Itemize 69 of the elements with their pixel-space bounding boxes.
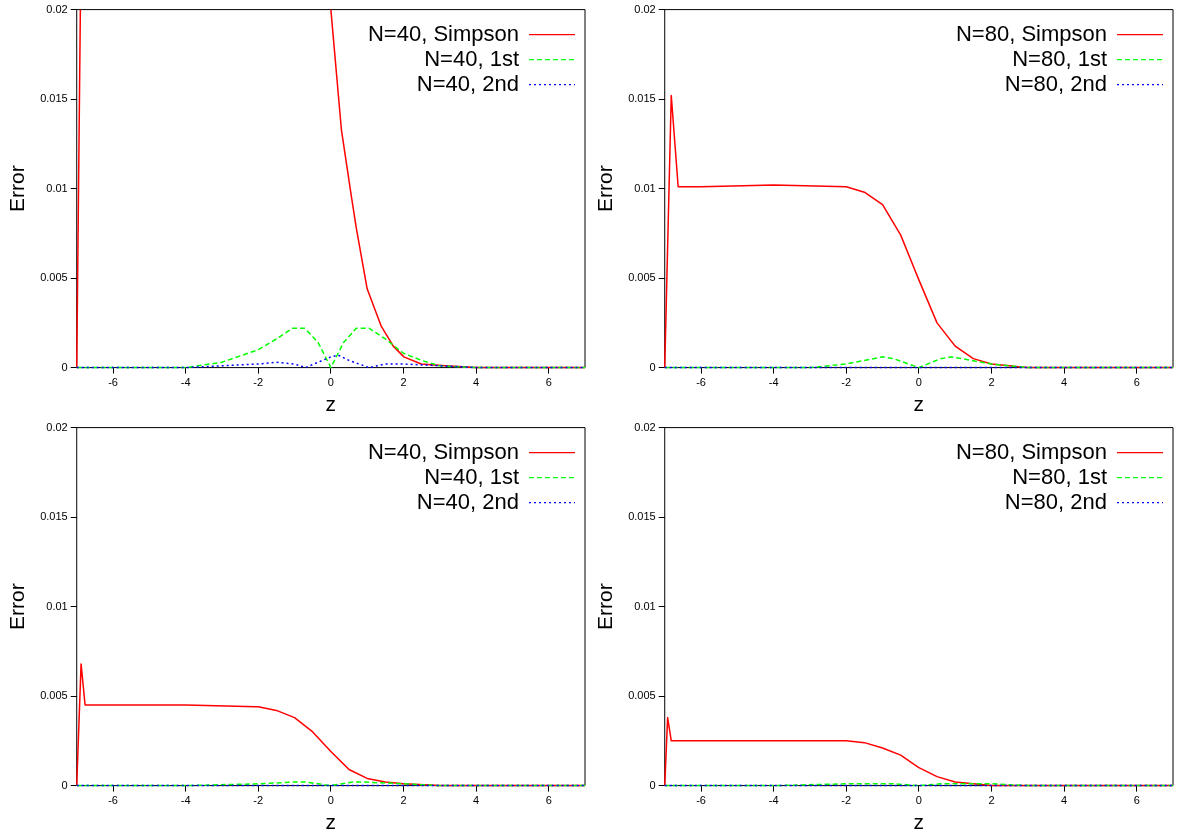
- y-tick-label: 0.015: [628, 510, 656, 523]
- y-tick-label: 0.015: [40, 510, 68, 523]
- x-tick-label: 0: [915, 794, 922, 807]
- y-axis-title: Error: [593, 583, 617, 630]
- y-tick-label: 0.015: [40, 92, 68, 105]
- y-tick-label: 0.015: [628, 92, 656, 105]
- y-tick-label: 0.005: [628, 689, 656, 702]
- x-tick-label: -2: [253, 794, 264, 807]
- y-tick-label: 0.005: [40, 271, 68, 284]
- x-tick-label: 4: [1061, 376, 1068, 389]
- y-tick-label: 0.01: [46, 599, 68, 612]
- x-tick-label: 2: [400, 376, 407, 389]
- x-tick-label: 6: [1133, 794, 1140, 807]
- x-tick-label: 0: [327, 376, 334, 389]
- y-tick-label: 0.005: [40, 689, 68, 702]
- x-axis-title: z: [913, 392, 925, 416]
- legend-label: N=40, Simpson: [367, 438, 519, 464]
- x-tick-label: -4: [768, 376, 779, 389]
- x-tick-label: 2: [400, 794, 407, 807]
- legend-label: N=80, 1st: [1012, 45, 1107, 71]
- legend-label: N=80, Simpson: [955, 20, 1107, 46]
- legend-label: N=40, 1st: [424, 463, 519, 489]
- x-tick-label: 6: [545, 376, 552, 389]
- x-tick-label: -6: [696, 376, 706, 389]
- x-tick-label: -2: [253, 376, 264, 389]
- legend-label: N=40, 1st: [424, 45, 519, 71]
- legend-label: N=80, 2nd: [1004, 70, 1107, 96]
- x-tick-label: -6: [108, 376, 118, 389]
- x-tick-label: -2: [841, 376, 852, 389]
- x-tick-label: 4: [473, 794, 480, 807]
- y-axis-title: Error: [593, 165, 617, 212]
- line-series: [75, 354, 586, 369]
- y-axis-title: Error: [5, 165, 29, 212]
- y-tick-label: 0.02: [634, 420, 656, 433]
- y-tick-label: 0.01: [634, 181, 656, 194]
- x-tick-label: -4: [768, 794, 779, 807]
- legend-label: N=80, 2nd: [1004, 488, 1107, 514]
- y-tick-label: 0.02: [634, 2, 656, 15]
- y-axis-title: Error: [5, 583, 29, 630]
- x-tick-label: 6: [1133, 376, 1140, 389]
- x-tick-label: 0: [915, 376, 922, 389]
- x-tick-label: 4: [1061, 794, 1068, 807]
- x-axis-title: z: [325, 392, 337, 416]
- x-tick-label: 6: [545, 794, 552, 807]
- x-tick-label: 4: [473, 376, 480, 389]
- x-tick-label: 2: [988, 376, 995, 389]
- y-tick-label: 0.01: [634, 599, 656, 612]
- legend-label: N=40, 2nd: [416, 70, 519, 96]
- x-tick-label: -2: [841, 794, 852, 807]
- x-tick-label: 0: [327, 794, 334, 807]
- y-tick-label: 0.01: [46, 181, 68, 194]
- legend-label: N=80, 1st: [1012, 463, 1107, 489]
- y-tick-label: 0: [61, 360, 68, 373]
- legend-label: N=80, Simpson: [955, 438, 1107, 464]
- x-tick-label: -4: [180, 376, 191, 389]
- legend-label: N=40, Simpson: [367, 20, 519, 46]
- y-tick-label: 0: [649, 778, 656, 791]
- x-tick-label: 2: [988, 794, 995, 807]
- x-axis-title: z: [325, 810, 337, 834]
- y-tick-label: 0.02: [46, 420, 68, 433]
- x-tick-label: -6: [696, 794, 706, 807]
- y-tick-label: 0.005: [628, 271, 656, 284]
- legend-label: N=40, 2nd: [416, 488, 519, 514]
- y-tick-label: 0: [649, 360, 656, 373]
- x-tick-label: -4: [180, 794, 191, 807]
- y-tick-label: 0.02: [46, 2, 68, 15]
- x-tick-label: -6: [108, 794, 118, 807]
- y-tick-label: 0: [61, 778, 68, 791]
- x-axis-title: z: [913, 810, 925, 834]
